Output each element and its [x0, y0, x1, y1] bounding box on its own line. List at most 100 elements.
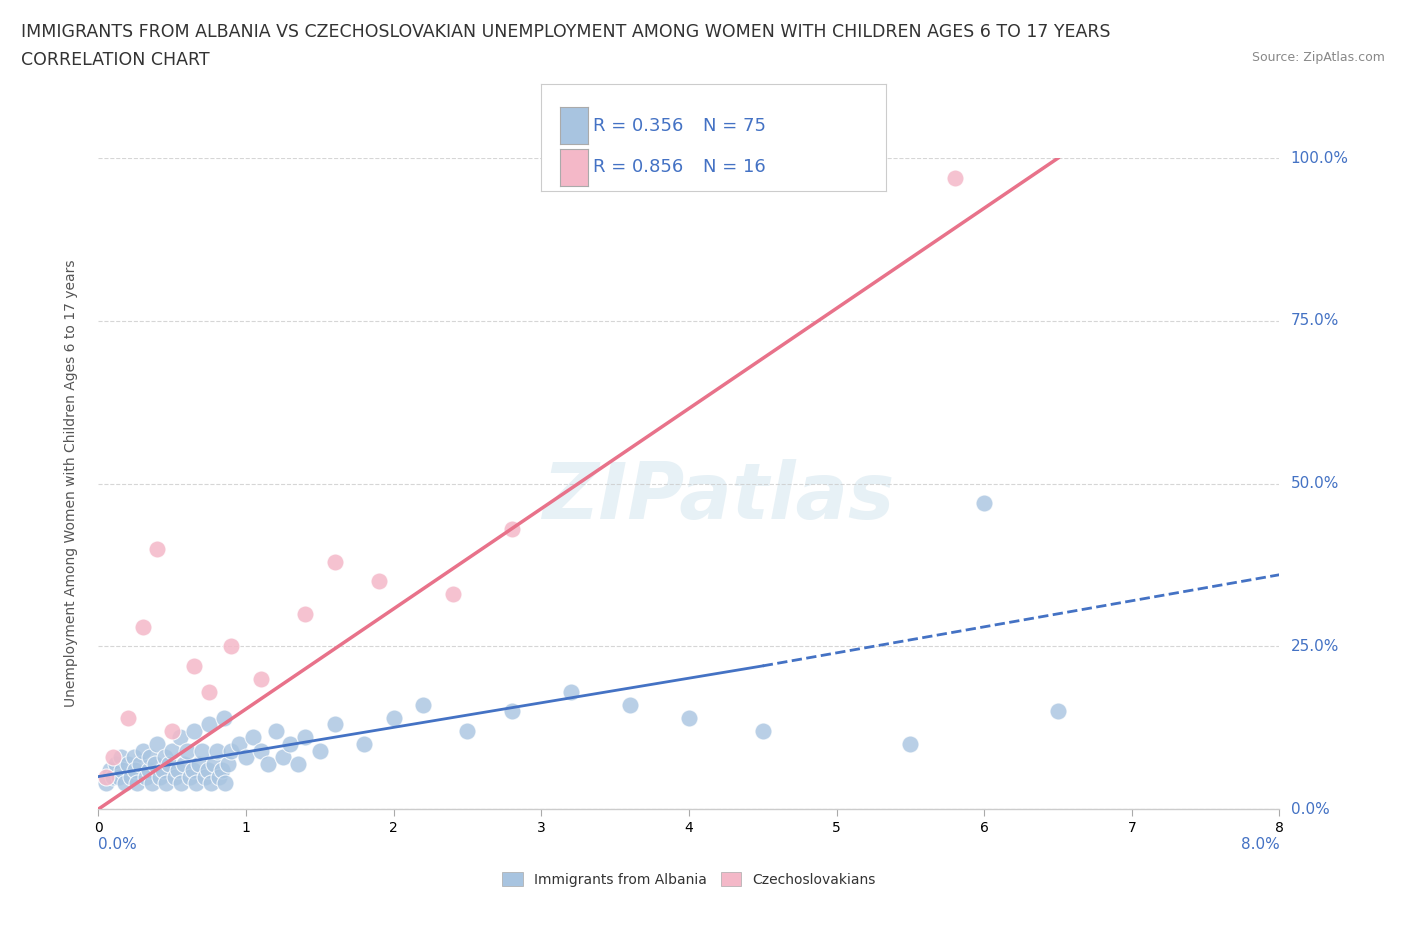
- Point: [183, 724, 205, 738]
- Point: [308, 743, 332, 758]
- Text: 8.0%: 8.0%: [1240, 837, 1279, 852]
- Point: [117, 711, 139, 725]
- Point: [103, 750, 125, 764]
- Point: [98, 763, 121, 777]
- Text: 100.0%: 100.0%: [1291, 151, 1348, 166]
- Point: [128, 756, 150, 771]
- Text: IMMIGRANTS FROM ALBANIA VS CZECHOSLOVAKIAN UNEMPLOYMENT AMONG WOMEN WITH CHILDRE: IMMIGRANTS FROM ALBANIA VS CZECHOSLOVAKI…: [21, 23, 1111, 41]
- Point: [208, 769, 231, 784]
- Point: [183, 658, 205, 673]
- Point: [198, 684, 221, 699]
- Point: [170, 776, 193, 790]
- Point: [235, 750, 257, 764]
- Point: [219, 743, 242, 758]
- Point: [162, 724, 183, 738]
- Point: [132, 619, 155, 634]
- Y-axis label: Unemployment Among Women with Children Ages 6 to 17 years: Unemployment Among Women with Children A…: [63, 259, 77, 708]
- Point: [197, 763, 219, 777]
- Text: N = 16: N = 16: [703, 158, 766, 177]
- Point: [155, 776, 177, 790]
- Point: [94, 769, 117, 784]
- Point: [501, 704, 523, 719]
- Point: [153, 750, 176, 764]
- Point: [898, 737, 921, 751]
- Point: [367, 574, 389, 589]
- Text: 50.0%: 50.0%: [1291, 476, 1339, 491]
- Point: [202, 756, 225, 771]
- Point: [167, 763, 190, 777]
- Point: [242, 730, 264, 745]
- Point: [179, 769, 201, 784]
- Point: [146, 737, 169, 751]
- Point: [294, 730, 316, 745]
- Point: [219, 639, 242, 654]
- Point: [271, 750, 294, 764]
- Point: [678, 711, 700, 725]
- Text: 0.0%: 0.0%: [1291, 802, 1329, 817]
- Point: [162, 743, 183, 758]
- Point: [212, 711, 235, 725]
- Point: [456, 724, 478, 738]
- Text: 25.0%: 25.0%: [1291, 639, 1339, 654]
- Point: [323, 717, 346, 732]
- Point: [228, 737, 250, 751]
- Point: [200, 776, 222, 790]
- Point: [217, 756, 239, 771]
- Point: [138, 763, 160, 777]
- Point: [103, 769, 125, 784]
- Point: [139, 750, 162, 764]
- Point: [194, 769, 217, 784]
- Point: [149, 769, 172, 784]
- Point: [111, 763, 134, 777]
- Point: [257, 756, 280, 771]
- Point: [198, 717, 221, 732]
- Legend: Immigrants from Albania, Czechoslovakians: Immigrants from Albania, Czechoslovakian…: [502, 872, 876, 887]
- Point: [132, 743, 155, 758]
- Text: 75.0%: 75.0%: [1291, 313, 1339, 328]
- Point: [105, 756, 128, 771]
- Point: [184, 776, 207, 790]
- Point: [501, 522, 523, 537]
- Point: [122, 750, 145, 764]
- Point: [117, 756, 139, 771]
- Text: Source: ZipAtlas.com: Source: ZipAtlas.com: [1251, 51, 1385, 64]
- Point: [157, 756, 180, 771]
- Text: R = 0.856: R = 0.856: [593, 158, 683, 177]
- Point: [187, 756, 209, 771]
- Point: [264, 724, 287, 738]
- Point: [287, 756, 309, 771]
- Point: [214, 776, 236, 790]
- Text: R = 0.356: R = 0.356: [593, 116, 683, 135]
- Point: [143, 756, 166, 771]
- Point: [1046, 704, 1069, 719]
- Point: [152, 763, 174, 777]
- Point: [250, 671, 273, 686]
- Point: [124, 763, 146, 777]
- Point: [141, 776, 163, 790]
- Point: [294, 606, 316, 621]
- Point: [94, 776, 117, 790]
- Point: [412, 698, 434, 712]
- Point: [125, 776, 148, 790]
- Point: [110, 750, 132, 764]
- Point: [619, 698, 641, 712]
- Point: [278, 737, 301, 751]
- Point: [353, 737, 375, 751]
- Point: [169, 730, 191, 745]
- Point: [323, 554, 346, 569]
- Point: [190, 743, 214, 758]
- Point: [146, 541, 169, 556]
- Point: [751, 724, 773, 738]
- Point: [441, 587, 464, 602]
- Point: [205, 743, 228, 758]
- Point: [560, 684, 582, 699]
- Point: [135, 769, 157, 784]
- Point: [250, 743, 273, 758]
- Point: [120, 769, 142, 784]
- Point: [382, 711, 405, 725]
- Point: [211, 763, 233, 777]
- Point: [943, 170, 966, 185]
- Point: [181, 763, 204, 777]
- Point: [176, 743, 198, 758]
- Point: [114, 776, 136, 790]
